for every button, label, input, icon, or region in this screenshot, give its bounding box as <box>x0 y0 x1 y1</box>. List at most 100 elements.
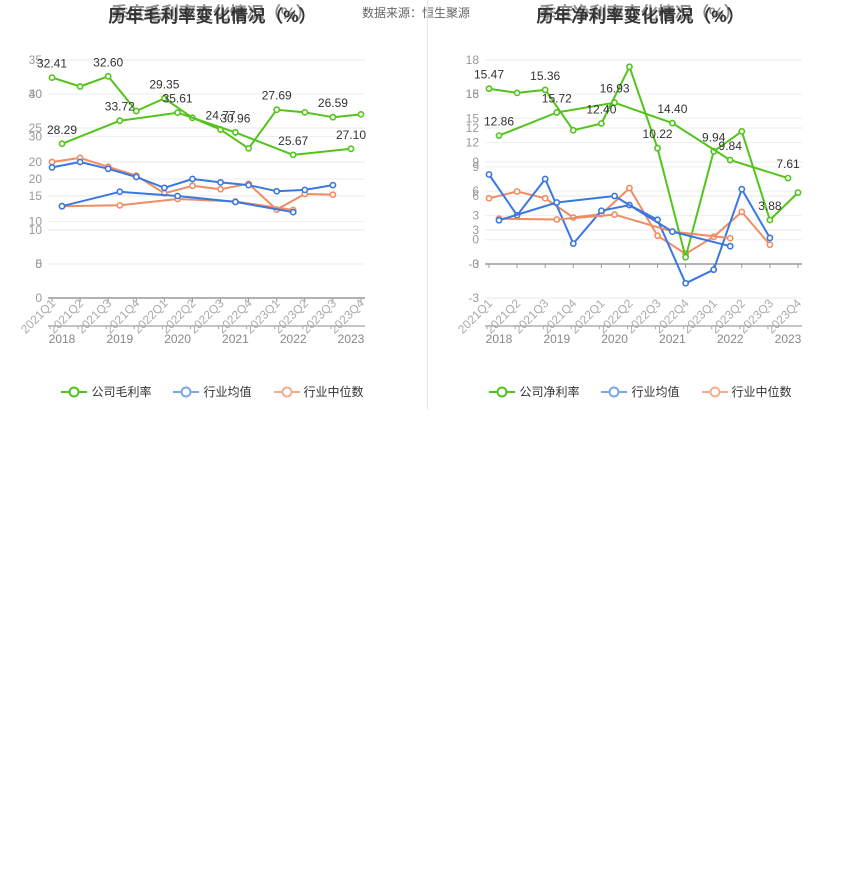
legend-item-company[interactable]: 公司毛利率 <box>61 383 151 400</box>
quarterly-mean-point <box>597 207 605 215</box>
legend-line-icon <box>601 386 628 397</box>
quarterly-mean-point <box>245 181 253 189</box>
annual-mean-point <box>231 198 239 206</box>
legend-item-mean[interactable]: 行业均值 <box>601 383 680 400</box>
quarterly-company-point <box>738 127 746 135</box>
y-tick-label: -3 <box>468 291 479 305</box>
y-tick-label: 25 <box>29 121 43 135</box>
legend-item-median[interactable]: 行业中位数 <box>273 383 364 400</box>
annual-mean-point <box>289 208 297 216</box>
x-tick-label: 2018 <box>49 332 76 346</box>
quarterly-mean-point <box>710 266 718 274</box>
quarterly-median-point <box>485 194 493 202</box>
annual-mean-point <box>116 188 124 196</box>
quarterly-company-point <box>654 144 661 152</box>
annual-company-point <box>668 119 676 127</box>
data-label: 32.60 <box>93 55 123 69</box>
legend-label: 公司净利率 <box>519 385 580 399</box>
data-label: 3.88 <box>758 199 782 213</box>
data-label: 15.47 <box>474 68 504 82</box>
chart-legend: 公司净利率 行业均值 行业中位数 <box>428 383 850 400</box>
gross-margin-panel: 历年毛利率变化情况（%） 季度毛利率变化情况（%） 0 5 10 15 20 25 30 35 0… <box>0 0 425 410</box>
legend-item-median[interactable]: 行业中位数 <box>701 383 792 400</box>
annual-company-line <box>498 101 789 180</box>
y-tick-label: 20 <box>29 172 43 186</box>
annual-company-line <box>61 111 352 156</box>
quarterly-mean-point <box>76 158 84 166</box>
data-label: 10.22 <box>643 127 673 141</box>
data-label: 9.84 <box>719 139 743 153</box>
x-tick-label: 2022 <box>280 332 307 346</box>
quarterly-company-line <box>488 65 799 259</box>
y-tick-label: 5 <box>35 257 42 271</box>
quarterly-median-point <box>626 184 633 192</box>
annual-mean-point <box>495 216 503 224</box>
y-tick-label: 0 <box>472 233 479 247</box>
data-label: 32.41 <box>37 57 67 71</box>
quarterly-company-line <box>51 75 362 150</box>
y-tick-label: 18 <box>466 53 480 67</box>
quarterly-company-point <box>597 120 605 127</box>
legend-label: 行业均值 <box>631 385 680 399</box>
quarterly-company-point <box>132 107 140 115</box>
quarterly-company-point <box>485 85 493 93</box>
annual-company-point <box>347 145 355 153</box>
data-label: 16.93 <box>600 82 630 96</box>
legend-label: 行业中位数 <box>731 385 792 399</box>
overlay-title: 季度净利率变化情况（%） <box>539 3 741 23</box>
chart-legend: 公司毛利率 行业均值 行业中位数 <box>0 383 425 400</box>
legend-line-icon <box>61 386 88 397</box>
y-tick-label: -3 <box>468 257 479 271</box>
quarterly-mean-point <box>541 175 549 183</box>
y-tick-label: 6 <box>472 184 479 198</box>
quarterly-mean-point <box>48 164 56 171</box>
annual-median-point <box>116 201 124 209</box>
y-tick-label: 15 <box>466 111 480 125</box>
data-label: 12.40 <box>586 102 616 116</box>
quarterly-median-point <box>217 185 224 193</box>
y-tick-label: 6 <box>472 189 479 203</box>
quarterly-mean-point <box>569 240 577 247</box>
quarterly-company-point <box>76 83 84 90</box>
quarterly-company-point <box>48 74 56 82</box>
legend-label: 公司毛利率 <box>91 385 152 399</box>
quarterly-company-point <box>104 72 112 80</box>
annual-company-point <box>231 129 239 136</box>
data-label: 35.61 <box>163 92 193 106</box>
data-label: 26.59 <box>318 96 348 110</box>
data-label: 27.10 <box>336 128 366 142</box>
quarterly-mean-point <box>329 181 337 189</box>
chart-title: 历年毛利率变化情况（%） <box>108 7 317 26</box>
quarterly-mean-point <box>682 279 690 287</box>
quarterly-company-point <box>513 89 521 97</box>
x-tick-label: 2018 <box>486 332 513 346</box>
quarterly-mean-point <box>104 165 112 173</box>
x-tick-label: 2020 <box>601 332 628 346</box>
data-label: 7.61 <box>776 157 800 171</box>
quarterly-median-point <box>766 241 774 249</box>
y-tick-label: 3 <box>472 208 479 222</box>
net-margin-chart: 季度净利率变化情况（%）-30369121518-303691215182021… <box>455 3 804 346</box>
quarterly-mean-point <box>132 173 140 181</box>
net-margin-panel: 历年净利率变化情况（%） 季度净利率变化情况（%） -3 0 3 6 9 12 15 18 -3 0… <box>428 0 850 410</box>
legend-line-icon <box>489 386 516 397</box>
quarterly-company-point <box>794 189 802 196</box>
x-tick-label: 2021 <box>222 332 249 346</box>
legend-item-company[interactable]: 公司净利率 <box>489 383 579 400</box>
y-tick-label: 9 <box>472 160 479 174</box>
y-tick-label: 30 <box>29 87 43 101</box>
x-tick-label: 2022 <box>717 332 744 346</box>
y-tick-label: 35 <box>29 53 43 67</box>
legend-line-icon <box>701 386 728 397</box>
quarterly-median-point <box>654 232 661 240</box>
annual-median-point <box>611 211 618 219</box>
y-tick-label: 18 <box>466 87 480 101</box>
annual-mean-point <box>726 242 734 250</box>
data-label: 27.69 <box>262 89 292 103</box>
quarterly-company-point <box>160 95 168 102</box>
legend-item-mean[interactable]: 行业均值 <box>173 383 252 400</box>
quarterly-company-point <box>766 216 774 224</box>
annual-company-point <box>553 109 561 116</box>
annual-mean-point <box>553 199 561 206</box>
annual-company-point <box>784 174 792 182</box>
